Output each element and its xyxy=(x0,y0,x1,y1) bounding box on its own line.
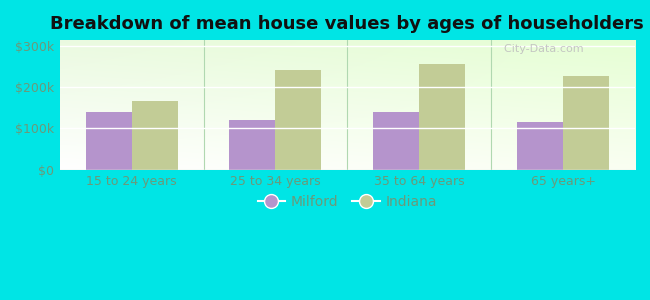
Bar xyxy=(517,122,563,170)
Bar xyxy=(419,64,465,170)
Legend: Milford, Indiana: Milford, Indiana xyxy=(252,189,443,214)
Text: City-Data.com: City-Data.com xyxy=(497,44,584,54)
Bar xyxy=(86,112,131,170)
Bar xyxy=(131,100,177,169)
Bar xyxy=(229,120,276,170)
Title: Breakdown of mean house values by ages of householders: Breakdown of mean house values by ages o… xyxy=(51,15,644,33)
Bar xyxy=(276,70,322,170)
Bar xyxy=(563,76,609,170)
Bar xyxy=(373,112,419,170)
